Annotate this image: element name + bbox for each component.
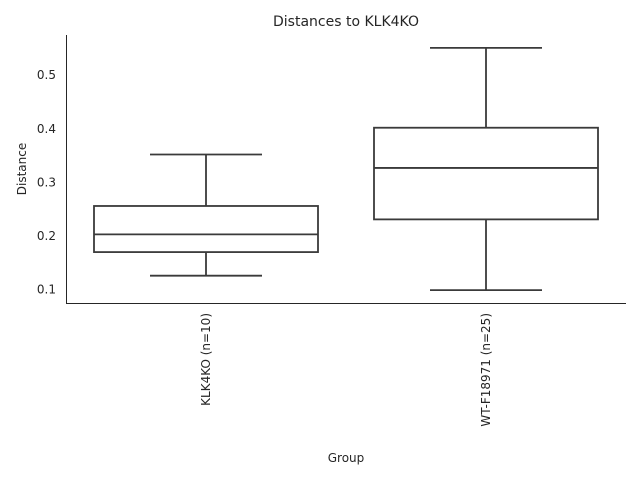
y-tick-label: 0.2 — [37, 229, 56, 243]
box-group — [93, 153, 319, 277]
y-tick-label: 0.5 — [37, 68, 56, 82]
y-axis-label: Distance — [15, 143, 29, 195]
box-group — [373, 46, 599, 292]
iqr-box — [373, 126, 599, 221]
x-axis-label: Group — [328, 451, 365, 465]
y-tick-label: 0.3 — [37, 175, 56, 189]
iqr-box — [93, 205, 319, 253]
x-tick-label: KLK4KO (n=10) — [199, 313, 213, 406]
x-ticks: KLK4KO (n=10) WT-F18971 (n=25) — [199, 313, 493, 427]
y-tick-label: 0.1 — [37, 283, 56, 297]
chart-title: Distances to KLK4KO — [273, 14, 419, 30]
y-ticks: 0.1 0.2 0.3 0.4 0.5 — [37, 68, 56, 296]
y-tick-label: 0.4 — [37, 122, 56, 136]
boxes — [93, 46, 599, 292]
x-tick-label: WT-F18971 (n=25) — [479, 313, 493, 427]
